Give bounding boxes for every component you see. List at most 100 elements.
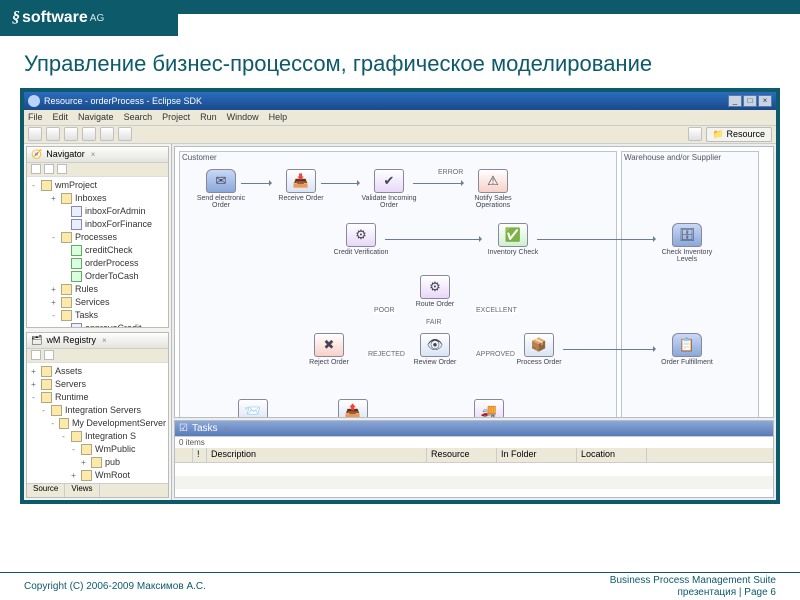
menu-item[interactable]: Run: [200, 112, 217, 122]
close-icon[interactable]: ×: [224, 424, 229, 433]
tasks-body: [175, 463, 773, 497]
process-node-sendresp[interactable]: 📤Send Response to Customer: [325, 399, 381, 418]
footer-page: презентация | Page 6: [610, 587, 776, 599]
toolbar-button[interactable]: [64, 127, 78, 141]
process-node-reject[interactable]: ✖Reject Order: [301, 333, 357, 366]
tasks-columns[interactable]: !DescriptionResourceIn FolderLocation: [175, 448, 773, 463]
window-titlebar[interactable]: Resource - orderProcess - Eclipse SDK _ …: [24, 92, 776, 110]
tasks-icon: ☑: [179, 423, 188, 434]
tasks-tab[interactable]: ☑ Tasks ×: [175, 421, 773, 437]
process-node-err[interactable]: ⚠Notify Sales Operations: [465, 169, 521, 209]
process-node-checkinv[interactable]: 🗄Check Inventory Levels: [659, 223, 715, 263]
column-header[interactable]: Description: [207, 448, 427, 462]
tree-item[interactable]: OrderToCash: [29, 270, 166, 283]
tree-item[interactable]: +pub: [29, 456, 166, 469]
tree-item[interactable]: inboxForAdmin: [29, 205, 166, 218]
process-node-review[interactable]: 👁Review Order: [407, 333, 463, 366]
close-icon[interactable]: ×: [91, 150, 96, 159]
process-canvas[interactable]: CustomerWarehouse and/or Supplier✉Send e…: [174, 146, 774, 418]
tree-item[interactable]: +Assets: [29, 365, 166, 378]
header-bar: [178, 0, 800, 14]
tree-item[interactable]: creditCheck: [29, 244, 166, 257]
perspective-icon[interactable]: [688, 127, 702, 141]
column-header[interactable]: Resource: [427, 448, 497, 462]
tree-item[interactable]: +Inboxes: [29, 192, 166, 205]
process-node-genship[interactable]: 🚚Generate Shipping Estimates: [461, 399, 517, 418]
edge-label: EXCELLENT: [475, 307, 518, 314]
process-node-recv[interactable]: 📥Receive Order: [273, 169, 329, 202]
slide-title: Управление бизнес-процессом, графическое…: [0, 36, 800, 88]
column-header[interactable]: !: [193, 448, 207, 462]
toolbar-button[interactable]: [118, 127, 132, 141]
tree-item[interactable]: orderProcess: [29, 257, 166, 270]
maximize-button[interactable]: □: [743, 95, 757, 107]
process-node-valid[interactable]: ✔Validate Incoming Order: [361, 169, 417, 209]
flow-arrow: [537, 239, 655, 240]
registry-toolbar[interactable]: [27, 349, 168, 363]
perspective-tab[interactable]: 📁 Resource: [706, 127, 772, 142]
toolbar-button[interactable]: [100, 127, 114, 141]
editor-column: CustomerWarehouse and/or Supplier✉Send e…: [172, 144, 776, 500]
mini-button[interactable]: [57, 164, 67, 174]
toolbar-button[interactable]: [82, 127, 96, 141]
mini-button[interactable]: [31, 350, 41, 360]
navigator-tab[interactable]: 🧭 Navigator ×: [27, 147, 168, 163]
edge-label: ERROR: [437, 169, 464, 176]
tree-item[interactable]: +WmRoot: [29, 469, 166, 482]
tasks-count: 0 items: [175, 437, 773, 448]
process-node-inv[interactable]: ✅Inventory Check: [485, 223, 541, 256]
tree-item[interactable]: +Rules: [29, 283, 166, 296]
registry-panel: 🗂 wM Registry × +Assets+Servers-Runtime-…: [26, 332, 169, 498]
tree-item[interactable]: -Processes: [29, 231, 166, 244]
tree-item[interactable]: +Services: [29, 296, 166, 309]
column-header[interactable]: Location: [577, 448, 647, 462]
navigator-icon: 🧭: [31, 149, 42, 160]
process-node-credit[interactable]: ⚙Credit Verification: [333, 223, 389, 256]
registry-tab-label: wM Registry: [46, 335, 96, 345]
navigator-toolbar[interactable]: [27, 163, 168, 177]
menu-item[interactable]: Help: [269, 112, 288, 122]
close-icon[interactable]: ×: [102, 336, 107, 345]
flow-arrow: [413, 183, 463, 184]
menu-item[interactable]: Search: [124, 112, 153, 122]
menu-item[interactable]: Window: [227, 112, 259, 122]
minimize-button[interactable]: _: [728, 95, 742, 107]
menu-item[interactable]: Navigate: [78, 112, 114, 122]
edge-label: REJECTED: [367, 351, 406, 358]
navigator-tree[interactable]: -wmProject+InboxesinboxForAdmininboxForF…: [27, 177, 168, 327]
tool-bar[interactable]: 📁 Resource: [24, 126, 776, 144]
tree-item[interactable]: inboxForFinance: [29, 218, 166, 231]
bottom-tab[interactable]: Views: [65, 484, 99, 497]
registry-tab[interactable]: 🗂 wM Registry ×: [27, 333, 168, 349]
process-node-send[interactable]: ✉Send electronic Order: [193, 169, 249, 209]
mini-button[interactable]: [31, 164, 41, 174]
process-node-process[interactable]: 📦Process Order: [511, 333, 567, 366]
process-node-recvresp[interactable]: 📨Receive Response: [225, 399, 281, 418]
mini-button[interactable]: [44, 350, 54, 360]
tree-item[interactable]: -Integration Servers: [29, 404, 166, 417]
footer: Copyright (C) 2006-2009 Максимов А.С. Bu…: [0, 572, 800, 600]
tree-item[interactable]: approveCredit: [29, 322, 166, 327]
toolbar-button[interactable]: [28, 127, 42, 141]
menu-item[interactable]: Edit: [53, 112, 69, 122]
process-node-route[interactable]: ⚙Route Order: [407, 275, 463, 308]
menu-item[interactable]: Project: [162, 112, 190, 122]
mini-button[interactable]: [44, 164, 54, 174]
bottom-tab[interactable]: Source: [27, 484, 65, 497]
process-node-fulfill[interactable]: 📋Order Fulfillment: [659, 333, 715, 366]
menu-item[interactable]: File: [28, 112, 43, 122]
registry-tree[interactable]: +Assets+Servers-Runtime-Integration Serv…: [27, 363, 168, 483]
close-button[interactable]: ×: [758, 95, 772, 107]
column-header[interactable]: [175, 448, 193, 462]
tree-item[interactable]: +Servers: [29, 378, 166, 391]
tree-item[interactable]: -Integration S: [29, 430, 166, 443]
tree-item[interactable]: -Runtime: [29, 391, 166, 404]
menu-bar[interactable]: File Edit Navigate Search Project Run Window He…: [24, 110, 776, 126]
tree-item[interactable]: -Tasks: [29, 309, 166, 322]
column-header[interactable]: In Folder: [497, 448, 577, 462]
tree-item[interactable]: -WmPublic: [29, 443, 166, 456]
header: §softwareAG: [0, 0, 800, 36]
tree-item[interactable]: -My DevelopmentServer: [29, 417, 166, 430]
registry-bottom-tabs[interactable]: SourceViews: [27, 483, 168, 497]
toolbar-button[interactable]: [46, 127, 60, 141]
